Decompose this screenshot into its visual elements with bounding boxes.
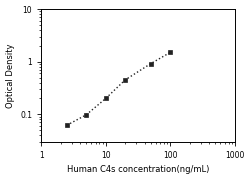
X-axis label: Human C4s concentration(ng/mL): Human C4s concentration(ng/mL) bbox=[67, 165, 209, 174]
Y-axis label: Optical Density: Optical Density bbox=[6, 43, 15, 108]
